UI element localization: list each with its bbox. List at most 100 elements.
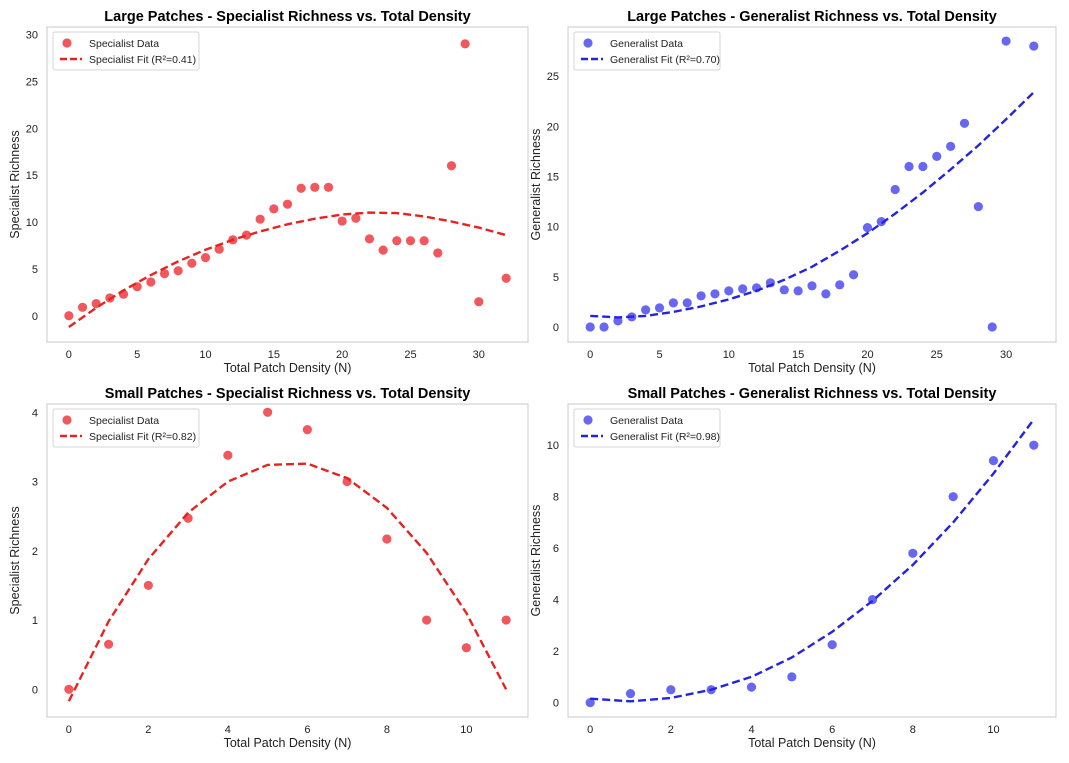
data-point — [77, 302, 88, 312]
data-point — [282, 199, 293, 209]
x-tick-label: 10 — [723, 349, 735, 361]
data-point — [973, 201, 983, 212]
data-point — [821, 289, 831, 299]
data-point — [827, 640, 837, 650]
x-tick-label: 0 — [587, 349, 593, 361]
data-point — [1001, 36, 1011, 46]
data-point — [382, 534, 392, 544]
data-point — [946, 141, 956, 151]
x-axis-label: Total Patch Density (N) — [224, 736, 352, 750]
x-tick-label: 4 — [748, 724, 754, 736]
data-point — [654, 303, 665, 313]
data-point — [696, 291, 706, 301]
data-point — [599, 322, 609, 332]
y-axis-label: Generalist Richness — [529, 505, 543, 617]
x-axis-label: Total Patch Density (N) — [224, 361, 352, 375]
data-point — [988, 456, 999, 466]
data-point — [613, 316, 623, 326]
x-tick-label: 30 — [1000, 349, 1012, 361]
y-tick-label: 0 — [553, 698, 559, 710]
fit-line — [67, 462, 508, 702]
y-tick-label: 2 — [32, 546, 38, 558]
data-point — [987, 322, 997, 332]
data-point — [625, 688, 636, 699]
y-tick-label: 15 — [26, 170, 38, 182]
chart-panel-1: Large Patches - Specialist Richness vs. … — [8, 9, 529, 375]
legend-entry-label: Generalist Fit (R²=0.70) — [610, 54, 720, 66]
y-tick-label: 8 — [553, 492, 559, 504]
data-point — [787, 672, 797, 682]
data-point — [351, 213, 361, 223]
data-point — [807, 281, 817, 291]
chart-title: Small Patches - Specialist Richness vs. … — [105, 386, 471, 402]
data-point — [64, 684, 74, 694]
data-point — [241, 230, 252, 240]
x-tick-label: 10 — [987, 724, 999, 736]
data-point — [585, 697, 595, 708]
data-point — [890, 184, 900, 195]
chart-panel-3: Small Patches - Specialist Richness vs. … — [8, 386, 529, 750]
data-point — [187, 258, 197, 268]
x-tick-label: 20 — [861, 349, 873, 361]
chart-panel-4: Small Patches - Generalist Richness vs. … — [529, 386, 1057, 750]
x-tick-label: 25 — [404, 349, 416, 361]
data-point — [948, 492, 958, 502]
data-point — [668, 298, 678, 308]
data-point — [876, 217, 886, 227]
y-tick-label: 3 — [32, 477, 38, 489]
data-point — [200, 253, 211, 263]
data-point — [1029, 41, 1039, 51]
data-point — [405, 236, 416, 246]
data-point — [501, 273, 511, 283]
y-tick-label: 5 — [553, 272, 559, 284]
data-point — [173, 266, 183, 276]
data-point — [223, 450, 233, 460]
data-point — [959, 118, 970, 128]
x-tick-label: 0 — [66, 724, 72, 736]
data-point — [392, 236, 402, 246]
plot-frame — [567, 403, 1057, 718]
y-tick-label: 20 — [26, 123, 38, 135]
data-point — [296, 183, 306, 193]
legend-entry-label: Generalist Fit (R²=0.98) — [610, 431, 720, 443]
x-axis-label: Total Patch Density (N) — [748, 361, 876, 375]
data-point — [848, 270, 859, 280]
data-point — [793, 286, 803, 296]
data-point — [143, 580, 153, 591]
data-point — [862, 223, 873, 233]
plot-frame — [46, 403, 529, 718]
chart-title: Large Patches - Specialist Richness vs. … — [104, 9, 470, 25]
x-tick-label: 15 — [268, 349, 280, 361]
legend-marker-swatch — [62, 38, 72, 48]
data-point — [501, 615, 511, 625]
legend-marker-swatch — [62, 415, 72, 425]
y-tick-label: 0 — [32, 684, 38, 696]
data-point — [64, 311, 74, 321]
data-point — [422, 615, 432, 625]
x-tick-label: 15 — [792, 349, 804, 361]
y-tick-label: 4 — [553, 595, 559, 607]
data-point — [337, 216, 347, 226]
data-point — [263, 407, 273, 417]
plot-frame — [567, 26, 1057, 343]
y-tick-label: 10 — [547, 440, 559, 452]
y-tick-label: 1 — [32, 615, 38, 627]
chart-title: Large Patches - Generalist Richness vs. … — [627, 9, 997, 25]
data-point — [302, 425, 312, 435]
data-point — [461, 643, 471, 653]
data-point — [364, 234, 375, 244]
y-axis-label: Generalist Richness — [529, 129, 543, 241]
fit-line — [590, 91, 1035, 319]
fit-line — [68, 211, 507, 328]
data-point — [835, 280, 845, 290]
data-point — [710, 289, 720, 299]
y-tick-label: 25 — [26, 76, 38, 88]
x-tick-label: 0 — [587, 724, 593, 736]
data-point — [746, 682, 757, 692]
y-tick-label: 0 — [32, 311, 38, 323]
data-point — [255, 214, 265, 224]
y-tick-label: 4 — [32, 407, 38, 419]
data-point — [104, 639, 114, 649]
data-point — [433, 248, 443, 258]
data-point — [738, 284, 748, 294]
